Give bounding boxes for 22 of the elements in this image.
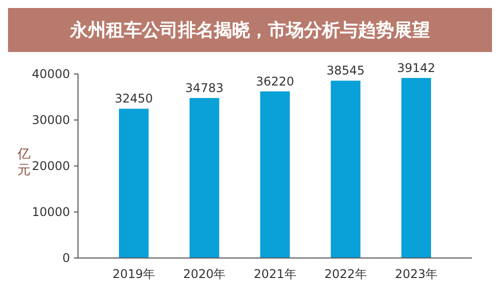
bar — [260, 91, 290, 258]
data-label: 32450 — [114, 92, 153, 106]
data-label: 34783 — [185, 81, 224, 95]
x-tick-label: 2021年 — [254, 267, 296, 281]
data-label: 39142 — [397, 60, 436, 75]
data-label: 36220 — [256, 74, 294, 88]
bar — [401, 78, 432, 258]
bar — [118, 108, 149, 258]
y-axis-title: 亿元 — [16, 147, 30, 178]
x-tick-label: 2023年 — [394, 267, 438, 281]
y-tick-label: 30000 — [32, 113, 70, 128]
y-tick-label: 10000 — [32, 205, 70, 220]
x-tick-label: 2020年 — [183, 267, 226, 281]
data-label: 38545 — [326, 64, 365, 78]
x-tick-label: 2019年 — [112, 267, 156, 281]
y-tick-label: 20000 — [32, 159, 70, 174]
y-tick-label: 40000 — [32, 67, 70, 82]
x-tick-label: 2022年 — [324, 267, 367, 281]
chart-title: 永州租车公司排名揭晓，市场分析与趋势展望 — [69, 20, 430, 41]
bar — [190, 98, 220, 258]
y-tick-label: 0 — [62, 251, 70, 266]
bar — [330, 80, 360, 258]
